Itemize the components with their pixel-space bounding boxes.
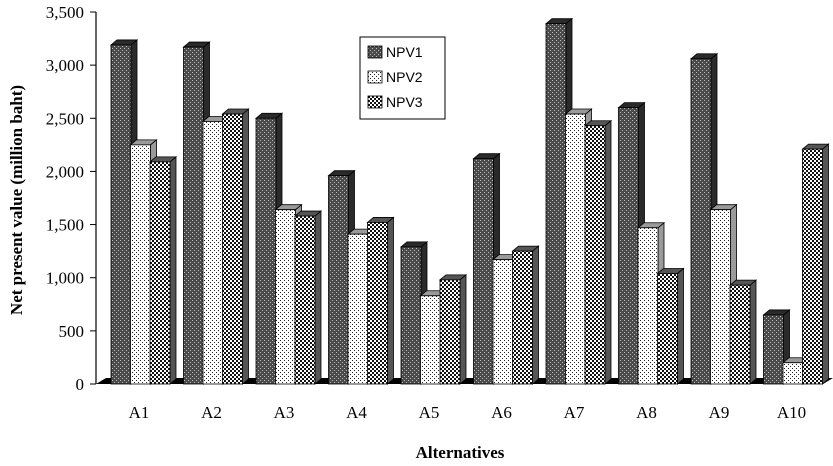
x-tick-label: A4 bbox=[346, 403, 367, 422]
bar-front bbox=[202, 121, 224, 385]
x-tick-label: A7 bbox=[564, 403, 585, 422]
y-axis: 0 500 1,000 1,500 2,000 2,500 3,000 3,500 bbox=[46, 3, 97, 394]
bar-front bbox=[565, 113, 586, 385]
bar-front bbox=[802, 148, 823, 385]
bar-npv3-a7 bbox=[583, 119, 613, 385]
x-axis-ticks: A1 A2 A3 A4 A5 A6 A7 A8 A9 A10 bbox=[129, 403, 807, 422]
bar-front bbox=[492, 259, 514, 385]
legend-swatch-npv3 bbox=[367, 95, 383, 109]
x-axis-title: Alternatives bbox=[416, 443, 505, 462]
y-tick-label: 0 bbox=[76, 375, 85, 394]
bar-side bbox=[677, 267, 684, 385]
bar-front bbox=[710, 209, 731, 385]
bar-npv3-a9 bbox=[728, 279, 758, 385]
bar-front bbox=[473, 158, 494, 385]
bar-front bbox=[130, 144, 151, 385]
legend: NPV1 NPV2 NPV3 bbox=[359, 36, 446, 120]
bar-front bbox=[275, 209, 296, 385]
bar-front bbox=[400, 246, 422, 385]
bar-side bbox=[604, 119, 612, 385]
bar-side bbox=[169, 156, 177, 385]
bar-front bbox=[729, 284, 751, 385]
bar-front bbox=[367, 222, 388, 385]
bar-front bbox=[255, 117, 277, 385]
y-tick-label: 2,000 bbox=[46, 162, 84, 181]
y-axis-title: Net present value (million baht) bbox=[7, 85, 26, 315]
bar-front bbox=[637, 227, 659, 385]
bar-npv3-a8 bbox=[656, 267, 685, 385]
bar-front bbox=[222, 113, 243, 385]
y-tick-label: 500 bbox=[59, 322, 85, 341]
bar-npv3-a5 bbox=[438, 273, 468, 385]
x-tick-label: A6 bbox=[491, 403, 512, 422]
bar-front bbox=[183, 46, 204, 385]
bar-front bbox=[420, 295, 441, 385]
bar-front bbox=[439, 279, 461, 385]
y-tick-label: 1,500 bbox=[46, 216, 84, 235]
bar-front bbox=[328, 175, 349, 385]
x-tick-label: A3 bbox=[274, 403, 295, 422]
bar-npv3-a2 bbox=[221, 108, 250, 385]
y-tick-label: 3,500 bbox=[46, 3, 84, 22]
bar-npv3-a3 bbox=[293, 210, 323, 385]
bar-front bbox=[347, 233, 369, 385]
legend-label-npv3: NPV3 bbox=[386, 94, 423, 110]
bar-npv3-a1 bbox=[148, 156, 178, 385]
bar-side bbox=[314, 210, 322, 385]
x-tick-label: A2 bbox=[201, 403, 222, 422]
bars bbox=[109, 17, 830, 385]
legend-swatch-npv1 bbox=[367, 45, 383, 59]
bar-front bbox=[512, 250, 533, 385]
x-tick-label: A1 bbox=[129, 403, 150, 422]
bar-side bbox=[822, 143, 829, 385]
bar-npv3-a6 bbox=[511, 245, 540, 385]
x-tick-label: A10 bbox=[777, 403, 806, 422]
bar-front bbox=[782, 362, 804, 385]
bar-side bbox=[387, 216, 394, 385]
bar-side bbox=[242, 108, 249, 385]
bar-front bbox=[763, 314, 784, 385]
bar-front bbox=[545, 23, 567, 385]
bar-front bbox=[657, 273, 678, 385]
bar-front bbox=[618, 107, 639, 385]
x-tick-label: A8 bbox=[636, 403, 657, 422]
bar-front bbox=[110, 44, 132, 385]
bar-front bbox=[294, 215, 316, 385]
x-tick-label: A9 bbox=[709, 403, 730, 422]
y-tick-label: 1,000 bbox=[46, 269, 84, 288]
bar-side bbox=[459, 273, 467, 385]
bar-side bbox=[532, 245, 539, 385]
bar-front bbox=[149, 161, 171, 385]
y-tick-label: 3,000 bbox=[46, 56, 84, 75]
bar-front bbox=[584, 125, 606, 385]
y-tick-label: 2,500 bbox=[46, 109, 84, 128]
bar-npv3-a4 bbox=[366, 216, 395, 385]
bar-front bbox=[690, 58, 712, 385]
legend-label-npv1: NPV1 bbox=[386, 44, 423, 60]
bar-npv3-a10 bbox=[801, 143, 830, 385]
bar-side bbox=[749, 279, 757, 385]
legend-swatch-npv2 bbox=[367, 70, 383, 84]
x-tick-label: A5 bbox=[419, 403, 440, 422]
legend-label-npv2: NPV2 bbox=[386, 69, 423, 85]
